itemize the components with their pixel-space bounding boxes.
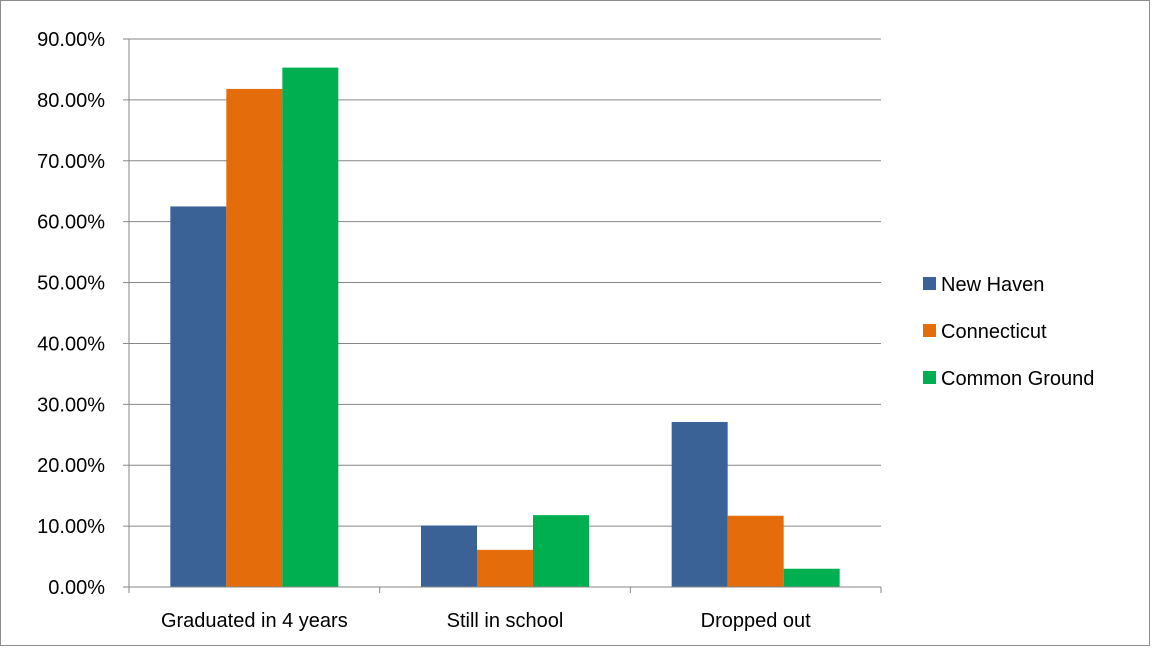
y-tick-label: 50.00% — [37, 273, 105, 295]
x-category-labels: Graduated in 4 years Still in school Dropp… — [161, 610, 811, 632]
y-tick-label: 20.00% — [37, 455, 105, 477]
bar-new-haven — [421, 525, 477, 587]
x-category-label: Dropped out — [701, 610, 812, 632]
legend: New Haven Connecticut Common Ground — [923, 274, 1094, 390]
bar-connecticut — [226, 88, 283, 587]
bar-common-ground — [783, 568, 840, 587]
legend-swatch — [923, 324, 936, 337]
y-tick-label: 70.00% — [37, 151, 105, 173]
bar-common-ground — [282, 67, 339, 587]
x-category-label: Still in school — [447, 610, 564, 632]
legend-label: New Haven — [941, 274, 1044, 296]
bar-new-haven — [671, 421, 728, 587]
bar-new-haven — [170, 206, 227, 587]
legend-label: Common Ground — [941, 368, 1094, 390]
bar-connecticut — [477, 549, 533, 587]
x-category-label: Graduated in 4 years — [161, 610, 348, 632]
y-tick-label: 10.00% — [37, 516, 105, 538]
legend-label: Connecticut — [941, 321, 1047, 343]
y-tick-label: 90.00% — [37, 29, 105, 51]
y-tick-labels: 0.00% 10.00% 20.00% 30.00% 40.00% 50.00% 60.00… — [37, 29, 105, 599]
bars — [170, 67, 840, 587]
legend-swatch — [923, 371, 936, 384]
y-tick-label: 60.00% — [37, 212, 105, 234]
y-tick-label: 40.00% — [37, 333, 105, 355]
axes — [123, 38, 882, 593]
bar-common-ground — [533, 515, 589, 587]
legend-swatch — [923, 277, 936, 290]
y-tick-label: 0.00% — [48, 577, 105, 599]
bar-connecticut — [727, 515, 784, 587]
y-tick-label: 30.00% — [37, 394, 105, 416]
y-tick-label: 80.00% — [37, 90, 105, 112]
